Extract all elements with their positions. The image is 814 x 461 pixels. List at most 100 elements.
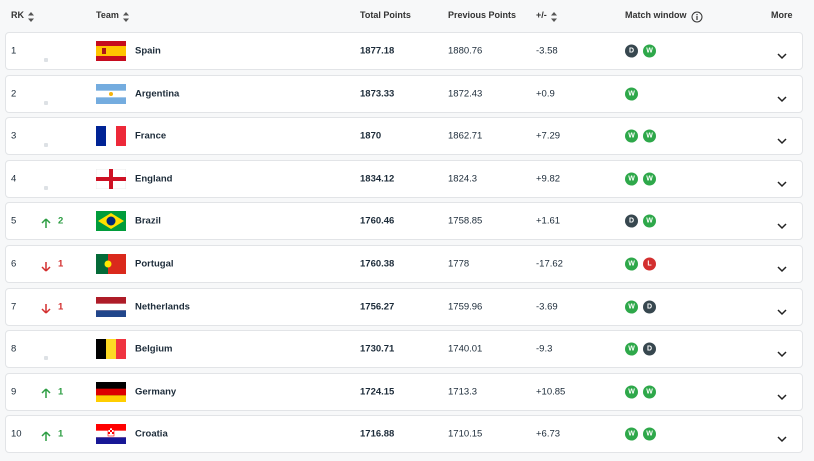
expand-chevron[interactable] (777, 345, 787, 363)
match-result[interactable]: W (625, 385, 638, 399)
column-header[interactable]: RK (11, 10, 24, 20)
match-result[interactable]: W (625, 257, 638, 271)
table-row[interactable] (5, 330, 803, 369)
total-points: 1760.38 (360, 258, 395, 270)
team-name[interactable]: Netherlands (135, 301, 190, 313)
table-row[interactable] (5, 415, 803, 454)
points-diff: -3.58 (536, 45, 558, 57)
table-row[interactable] (5, 372, 803, 411)
match-result[interactable]: D (625, 44, 638, 58)
table-row[interactable] (5, 202, 803, 241)
arrow-down (41, 301, 51, 319)
match-result[interactable]: W (643, 385, 656, 399)
info-icon[interactable] (691, 10, 703, 28)
total-points: 1724.15 (360, 386, 395, 398)
match-result[interactable]: W (625, 87, 638, 101)
rank: 3 (11, 130, 17, 142)
sort-icon[interactable] (122, 10, 130, 28)
team-name[interactable]: Belgium (135, 343, 173, 355)
rank: 5 (11, 215, 17, 227)
total-points: 1873.33 (360, 88, 395, 100)
match-result[interactable]: W (625, 427, 638, 441)
rank-change: 2 (58, 215, 64, 227)
team-name[interactable]: England (135, 173, 173, 185)
expand-chevron[interactable] (777, 217, 787, 235)
table-row[interactable] (5, 74, 803, 113)
points-diff: +6.73 (536, 428, 561, 440)
sort-icon[interactable] (27, 10, 35, 28)
column-header: More (771, 10, 793, 20)
table-row[interactable] (5, 117, 803, 156)
column-header[interactable]: Team (96, 10, 119, 20)
column-header[interactable]: Previous Points (448, 10, 517, 20)
match-result[interactable]: D (643, 300, 656, 314)
arrow-up (41, 216, 51, 234)
previous-points: 1880.76 (448, 45, 483, 57)
expand-chevron[interactable] (777, 260, 787, 278)
team-name[interactable]: Portugal (135, 258, 174, 270)
expand-chevron[interactable] (777, 47, 787, 65)
previous-points: 1862.71 (448, 130, 483, 142)
match-result[interactable]: D (643, 342, 656, 356)
previous-points: 1759.96 (448, 301, 483, 313)
match-result[interactable]: W (643, 129, 656, 143)
flag (96, 381, 126, 407)
column-header[interactable]: +/- (536, 10, 547, 20)
flag (96, 339, 126, 364)
rank-change: 1 (58, 428, 64, 440)
expand-chevron[interactable] (777, 430, 787, 448)
total-points: 1870 (360, 130, 382, 142)
points-diff: -3.69 (536, 301, 558, 313)
team-name[interactable]: Brazil (135, 215, 161, 227)
match-result[interactable]: W (643, 214, 656, 228)
expand-chevron[interactable] (777, 90, 787, 108)
flag (96, 424, 126, 449)
previous-points: 1713.3 (448, 386, 478, 398)
no-change-dot (44, 134, 48, 152)
expand-chevron[interactable] (777, 303, 787, 321)
rank: 2 (11, 88, 17, 100)
team-name[interactable]: France (135, 130, 167, 142)
expand-chevron[interactable] (777, 388, 787, 406)
team-name[interactable]: Spain (135, 45, 161, 57)
rank: 4 (11, 173, 17, 185)
rank: 9 (11, 386, 17, 398)
previous-points: 1824.3 (448, 173, 478, 185)
points-diff: +10.85 (536, 386, 566, 398)
table-row[interactable] (5, 245, 803, 283)
points-diff: +9.82 (536, 173, 561, 185)
total-points: 1716.88 (360, 428, 395, 440)
rank: 6 (11, 258, 17, 270)
total-points: 1834.12 (360, 173, 395, 185)
match-result[interactable]: W (643, 172, 656, 186)
match-result[interactable]: W (625, 129, 638, 143)
table-row[interactable] (5, 287, 803, 326)
no-change-dot (44, 49, 48, 67)
match-result[interactable]: D (625, 214, 638, 228)
total-points: 1730.71 (360, 343, 395, 355)
team-name[interactable]: Croatia (135, 428, 168, 440)
sort-icon[interactable] (550, 10, 558, 28)
expand-chevron[interactable] (777, 175, 787, 193)
previous-points: 1710.15 (448, 428, 483, 440)
match-result[interactable]: W (643, 44, 656, 58)
team-name[interactable]: Germany (135, 386, 177, 398)
no-change-dot (44, 347, 48, 365)
flag (96, 254, 126, 279)
rank: 10 (11, 428, 22, 440)
flag (96, 126, 126, 151)
previous-points: 1778 (448, 258, 470, 270)
points-diff: -17.62 (536, 258, 563, 270)
table-row[interactable] (5, 159, 803, 198)
match-result[interactable]: W (643, 427, 656, 441)
match-result[interactable]: W (625, 172, 638, 186)
expand-chevron[interactable] (777, 132, 787, 150)
match-result[interactable]: W (625, 342, 638, 356)
rank: 8 (11, 343, 17, 355)
column-header[interactable]: Total Points (360, 10, 411, 20)
match-result[interactable]: W (625, 300, 638, 314)
team-name[interactable]: Argentina (135, 88, 180, 100)
match-result[interactable]: L (643, 257, 656, 271)
table-row[interactable] (5, 32, 803, 70)
